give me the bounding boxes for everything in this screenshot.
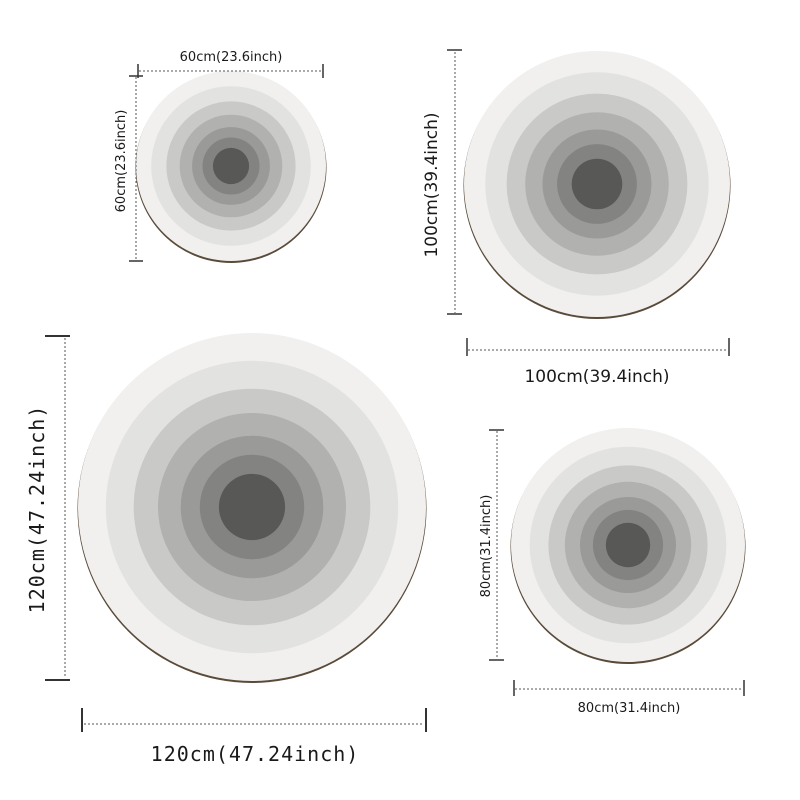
- dimension-lines: [45, 49, 745, 732]
- dimension-line-100-width: [466, 338, 730, 356]
- dimension-line-80-height: [489, 429, 504, 661]
- rug-center: [218, 473, 286, 541]
- rug-center: [571, 158, 623, 210]
- width-label-80: 80cm(31.4inch): [577, 701, 681, 716]
- rug-center: [605, 522, 651, 568]
- width-label-60: 60cm(23.6inch): [179, 50, 283, 65]
- dimension-line-100-height: [447, 49, 462, 315]
- height-label-60: 60cm(23.6inch): [114, 109, 129, 213]
- width-label-100: 100cm(39.4inch): [524, 367, 670, 387]
- dimension-line-80-width: [513, 680, 745, 696]
- round-rug-120cm: [77, 333, 427, 683]
- height-label-100: 100cm(39.4inch): [422, 112, 442, 258]
- round-rug-60cm: [135, 71, 327, 263]
- round-rug-100cm: [463, 51, 731, 319]
- dimension-line-120-width: [81, 708, 427, 732]
- width-label-120: 120cm(47.24inch): [150, 742, 360, 766]
- height-label-120: 120cm(47.24inch): [25, 404, 49, 614]
- dimension-line-60-height: [129, 75, 143, 262]
- height-label-80: 80cm(31.4inch): [479, 494, 494, 598]
- dimension-line-120-height: [45, 335, 70, 681]
- rug-center: [212, 147, 250, 185]
- round-rug-80cm: [510, 428, 746, 664]
